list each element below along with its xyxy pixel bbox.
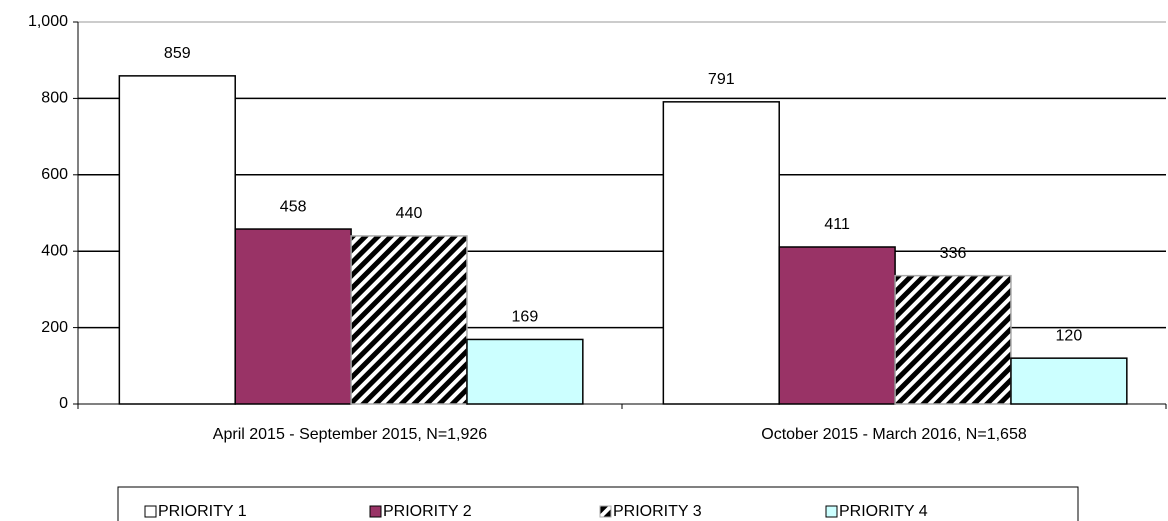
legend-label: PRIORITY 4	[839, 503, 928, 520]
x-tick-label: October 2015 - March 2016, N=1,658	[761, 426, 1027, 443]
value-label: 169	[512, 309, 539, 326]
legend-swatch	[825, 505, 838, 518]
value-label: 458	[280, 198, 307, 215]
value-label: 791	[708, 71, 735, 88]
legend-box	[117, 486, 1079, 521]
x-tick-label: April 2015 - September 2015, N=1,926	[213, 426, 488, 443]
bar	[778, 246, 896, 405]
y-tick-label: 1,000	[28, 13, 68, 30]
y-tick-label: 800	[41, 90, 68, 107]
legend-swatch	[144, 505, 157, 518]
legend-label: PRIORITY 3	[613, 503, 702, 520]
y-tick-label: 0	[59, 395, 68, 412]
bar	[894, 274, 1012, 405]
legend-label: PRIORITY 1	[158, 503, 247, 520]
legend-swatch	[599, 505, 612, 518]
bar	[350, 235, 468, 405]
value-label: 120	[1056, 327, 1083, 344]
value-label: 440	[396, 205, 423, 222]
legend-label: PRIORITY 2	[383, 503, 472, 520]
value-label: 336	[940, 245, 967, 262]
value-label: 859	[164, 45, 191, 62]
bar	[1010, 357, 1128, 405]
bar	[118, 75, 236, 405]
bar	[234, 228, 352, 405]
y-tick-label: 200	[41, 319, 68, 336]
y-tick-label: 600	[41, 166, 68, 183]
bar	[662, 101, 780, 405]
legend-swatch	[369, 505, 382, 518]
value-label: 411	[824, 216, 850, 233]
bar	[466, 338, 584, 405]
y-tick-label: 400	[41, 242, 68, 259]
